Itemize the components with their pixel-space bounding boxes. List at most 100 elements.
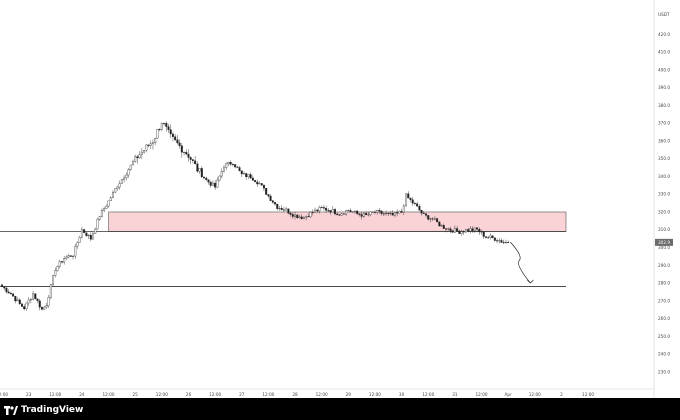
candle-body [214, 182, 217, 188]
candle-body [185, 151, 188, 155]
candle-body [493, 237, 496, 241]
candle-body [69, 255, 72, 257]
candle-body [160, 123, 163, 130]
candle-body [138, 154, 141, 159]
candle-body [249, 174, 252, 179]
candle-body [29, 298, 32, 301]
x-tick-label: 12:00 [475, 392, 487, 397]
candle-body [314, 209, 316, 213]
candle-body [362, 213, 365, 217]
x-tick-label: 12:00 [582, 392, 594, 397]
x-tick-label: 30 [399, 392, 405, 397]
candle-body [287, 208, 290, 214]
candle-body [382, 213, 385, 215]
candle-body [112, 191, 114, 198]
candle-body [391, 212, 394, 216]
candle-body [167, 126, 170, 130]
candle-body [120, 179, 123, 184]
candle-body [54, 270, 57, 276]
x-tick-label: 29 [346, 392, 352, 397]
candle-body [189, 157, 192, 160]
candle-body [389, 212, 392, 214]
candle-body [103, 208, 106, 211]
candle-body [118, 183, 121, 188]
y-tick-label: 300.0 [658, 245, 670, 250]
candle-body [187, 153, 190, 158]
candle-body [438, 221, 441, 227]
candle-body [149, 143, 152, 146]
x-tick-label: 28 [292, 392, 298, 397]
candle-body [129, 164, 132, 170]
candle-body [165, 123, 168, 127]
current-price-badge [655, 238, 673, 246]
candle-body [251, 177, 254, 181]
candle-body [442, 225, 445, 229]
candle-body [47, 297, 50, 306]
candle-body [52, 275, 55, 285]
y-tick-label: 230.0 [658, 369, 670, 374]
y-tick-label: 410.0 [658, 50, 670, 55]
candle-body [136, 156, 139, 159]
candle-body [225, 163, 228, 168]
candle-body [89, 234, 92, 240]
candle-body [256, 181, 259, 185]
candle-body [440, 225, 443, 227]
candle-body [258, 183, 261, 185]
chart-footer: TradingView [0, 400, 680, 420]
candle-body [387, 213, 390, 214]
chart-canvas[interactable]: 230.0 240.0 250.0 260.0 270.0 280.0 290.0 300.0… [0, 0, 680, 400]
candle-body [209, 181, 212, 186]
candle-body [5, 287, 8, 293]
candle-body [34, 293, 37, 300]
candle-body [278, 208, 281, 209]
candle-body [156, 129, 159, 139]
candle-body [254, 180, 257, 183]
candle-body [422, 212, 425, 214]
candle-body [169, 129, 172, 135]
candle-body [85, 232, 88, 236]
candle-body [12, 293, 15, 297]
candle-body [36, 298, 39, 302]
candle-body [329, 210, 332, 213]
x-tick-label: 2 [560, 392, 563, 397]
candle-body [21, 303, 23, 307]
candle-body [176, 139, 179, 144]
candle-body [380, 210, 383, 214]
candle-body [94, 228, 97, 234]
candle-body [445, 228, 447, 230]
candle-body [336, 213, 339, 216]
plot-area [0, 0, 654, 398]
y-tick-label: 350.0 [658, 156, 670, 161]
candle-body [411, 199, 414, 204]
candle-body [416, 203, 419, 207]
candle-body [194, 160, 197, 165]
y-tick-label: 320.0 [658, 209, 670, 214]
x-tick-label: 12:00 [316, 392, 328, 397]
x-tick-label: 12:00 [529, 392, 541, 397]
candle-body [302, 217, 305, 219]
candle-body [385, 213, 388, 214]
candle-body [367, 214, 370, 216]
candle-body [127, 169, 130, 176]
candle-body [431, 218, 434, 220]
candle-body [325, 208, 328, 211]
candle-body [116, 186, 119, 189]
candle-body [125, 174, 128, 179]
tradingview-brand[interactable]: TradingView [4, 405, 83, 415]
candle-body [322, 207, 325, 209]
candle-body [371, 211, 374, 213]
candle-body [289, 213, 292, 215]
candle-body [158, 129, 161, 130]
x-tick-label: 12:00 [422, 392, 434, 397]
y-tick-label: 380.0 [658, 103, 670, 108]
candle-body [456, 228, 459, 232]
candle-body [178, 142, 181, 147]
candle-body [298, 216, 301, 219]
candle-body [458, 230, 461, 234]
candle-body [305, 216, 308, 218]
x-tick-label: 26 [186, 392, 192, 397]
candle-body [331, 209, 334, 213]
candle-body [271, 200, 274, 203]
candle-body [351, 211, 354, 213]
